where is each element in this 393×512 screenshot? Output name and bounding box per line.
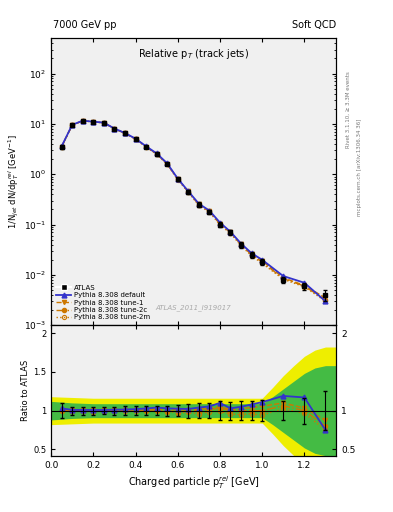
Text: ATLAS_2011_I919017: ATLAS_2011_I919017 xyxy=(156,304,231,311)
Text: Soft QCD: Soft QCD xyxy=(292,20,336,30)
Text: 7000 GeV pp: 7000 GeV pp xyxy=(53,20,117,30)
X-axis label: Charged particle p$_T^{rel}$ [GeV]: Charged particle p$_T^{rel}$ [GeV] xyxy=(128,474,259,490)
Y-axis label: Ratio to ATLAS: Ratio to ATLAS xyxy=(21,360,30,421)
Y-axis label: 1/N$_{jet}$ dN/dp$_T^{rel}$ [GeV$^{-1}$]: 1/N$_{jet}$ dN/dp$_T^{rel}$ [GeV$^{-1}$] xyxy=(7,135,21,229)
Text: Relative p$_T$ (track jets): Relative p$_T$ (track jets) xyxy=(138,47,249,61)
Text: mcplots.cern.ch [arXiv:1306.34 36]: mcplots.cern.ch [arXiv:1306.34 36] xyxy=(357,119,362,216)
Text: Rivet 3.1.10, ≥ 3.3M events: Rivet 3.1.10, ≥ 3.3M events xyxy=(346,72,351,148)
Legend: ATLAS, Pythia 8.308 default, Pythia 8.308 tune-1, Pythia 8.308 tune-2c, Pythia 8: ATLAS, Pythia 8.308 default, Pythia 8.30… xyxy=(55,284,152,322)
